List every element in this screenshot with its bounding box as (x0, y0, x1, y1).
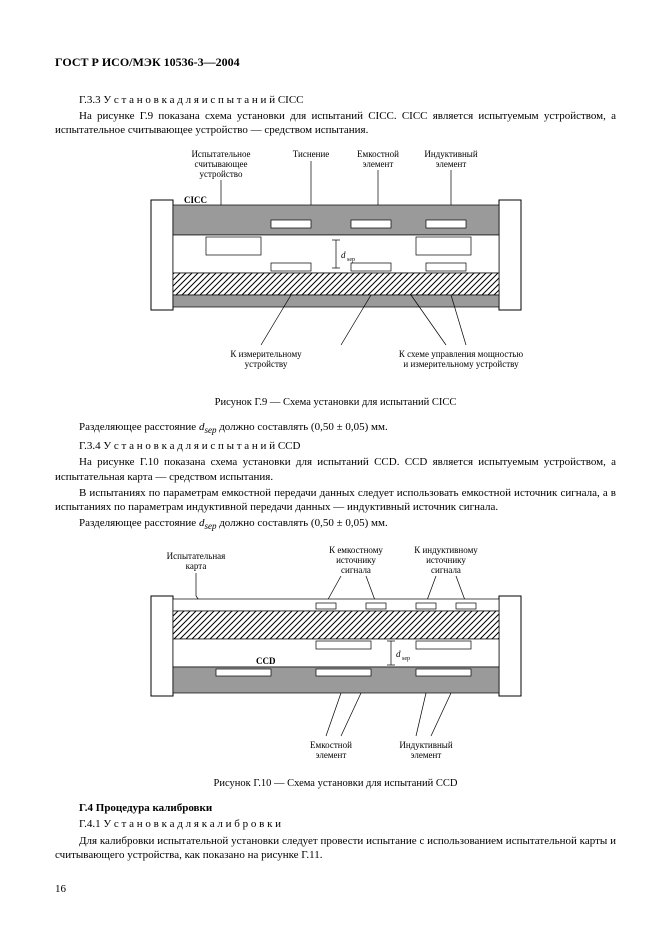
svg-text:устройство: устройство (199, 169, 242, 179)
section-title: У с т а н о в к а д л я и с п ы т а н и … (103, 440, 300, 452)
doc-header: ГОСТ Р ИСО/МЭК 10536-3—2004 (55, 55, 616, 71)
svg-text:устройству: устройству (244, 359, 287, 369)
svg-text:К измерительному: К измерительному (230, 349, 302, 359)
svg-text:карта: карта (185, 561, 206, 571)
page-number: 16 (55, 882, 66, 896)
svg-text:считывающее: считывающее (194, 159, 247, 169)
svg-text:сигнала: сигнала (341, 565, 371, 575)
svg-text:К схеме управления мощностью: К схеме управления мощностью (398, 349, 522, 359)
figure-g9-svg: Испытательное считывающее устройство Тис… (116, 145, 556, 390)
svg-text:элемент: элемент (315, 750, 346, 760)
section-title: У с т а н о в к а д л я к а л и б р о в … (103, 818, 281, 830)
svg-text:CCD: CCD (256, 656, 276, 666)
svg-text:Емкостной: Емкостной (310, 740, 352, 750)
figure-g10-svg: Испытательная карта К емкостному источни… (116, 541, 556, 771)
figure-g10-caption: Рисунок Г.10 — Схема установки для испыт… (55, 777, 616, 791)
para-g41-1: Для калибровки испытательной установки с… (55, 834, 616, 863)
section-num: Г.4.1 (79, 818, 101, 830)
para-g34-1: На рисунке Г.10 показана схема установки… (55, 455, 616, 484)
page-root: ГОСТ Р ИСО/МЭК 10536-3—2004 Г.3.3 У с т … (0, 0, 661, 894)
svg-text:Индуктивный: Индуктивный (399, 740, 453, 750)
svg-text:CICC: CICC (184, 195, 207, 205)
para-g33-1: На рисунке Г.9 показана схема установки … (55, 109, 616, 138)
svg-text:элемент: элемент (410, 750, 441, 760)
svg-text:элемент: элемент (435, 159, 466, 169)
section-num: Г.3.4 (79, 440, 101, 452)
svg-text:элемент: элемент (362, 159, 393, 169)
svg-text:сигнала: сигнала (431, 565, 461, 575)
svg-text:sep: sep (347, 257, 355, 263)
svg-text:источнику: источнику (336, 555, 376, 565)
svg-text:и измерительному устройству: и измерительному устройству (403, 359, 519, 369)
svg-text:Испытательная: Испытательная (166, 551, 225, 561)
svg-text:Индуктивный: Индуктивный (424, 149, 478, 159)
svg-text:К емкостному: К емкостному (329, 545, 383, 555)
section-g34-title: Г.3.4 У с т а н о в к а д л я и с п ы т … (55, 439, 616, 453)
svg-text:Тиснение: Тиснение (292, 149, 329, 159)
section-g33-title: Г.3.3 У с т а н о в к а д л я и с п ы т … (55, 93, 616, 107)
section-title: У с т а н о в к а д л я и с п ы т а н и … (103, 94, 303, 106)
figure-g9: Испытательное считывающее устройство Тис… (55, 145, 616, 410)
section-g4-heading: Г.4 Процедура калибровки (55, 801, 616, 815)
svg-text:Емкостной: Емкостной (357, 149, 399, 159)
svg-text:К индуктивному: К индуктивному (414, 545, 478, 555)
svg-text:d: d (341, 250, 346, 260)
svg-text:d: d (396, 649, 401, 659)
para-dsep-2: Разделяющее расстояние dsep должно соста… (55, 516, 616, 533)
figure-g10: Испытательная карта К емкостному источни… (55, 541, 616, 791)
para-g34-2: В испытаниях по параметрам емкостной пер… (55, 486, 616, 515)
figure-g9-caption: Рисунок Г.9 — Схема установки для испыта… (55, 396, 616, 410)
section-g41-title: Г.4.1 У с т а н о в к а д л я к а л и б … (55, 817, 616, 831)
svg-text:sep: sep (402, 656, 410, 662)
para-dsep-1: Разделяющее расстояние dsep должно соста… (55, 420, 616, 437)
section-num: Г.3.3 (79, 94, 101, 106)
svg-text:источнику: источнику (426, 555, 466, 565)
svg-text:Испытательное: Испытательное (191, 149, 250, 159)
